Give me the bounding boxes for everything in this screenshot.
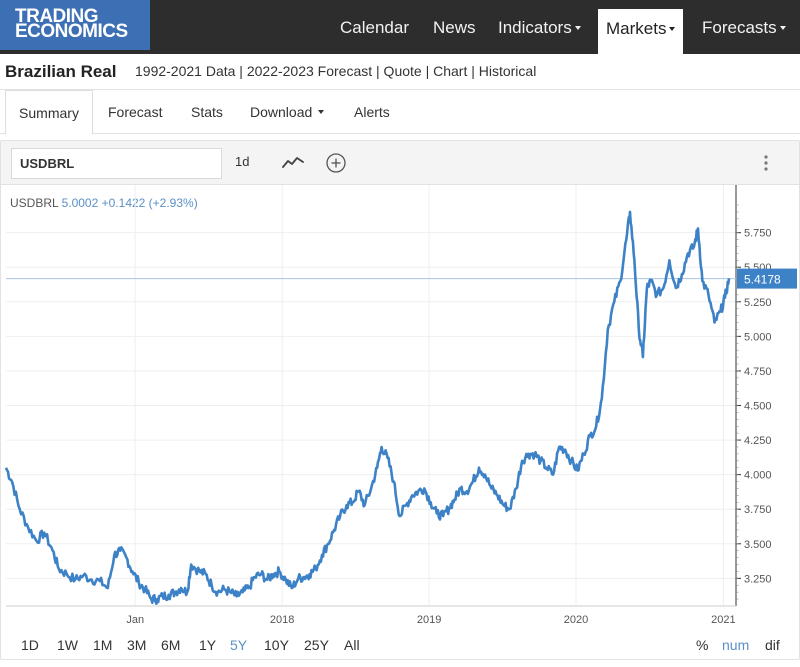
x-tick-label: 2019 [417, 614, 441, 626]
quote-readout: USDBRL 5.0002 +0.1422 (+2.93%) [10, 196, 198, 210]
range-1d[interactable]: 1D [21, 637, 39, 653]
mode-dif[interactable]: dif [765, 637, 780, 653]
range-all[interactable]: All [344, 637, 360, 653]
range-1w[interactable]: 1W [57, 637, 78, 653]
nav-item-news[interactable]: News [433, 0, 476, 54]
last-price-badge [737, 268, 797, 289]
quote-symbol: USDBRL [10, 196, 59, 210]
quote-change: +0.1422 (+2.93%) [101, 196, 198, 210]
tab-alerts[interactable]: Alerts [354, 90, 390, 134]
y-tick-label: 4.750 [744, 366, 772, 378]
nav-item-indicators[interactable]: Indicators [498, 0, 581, 54]
interval-button[interactable]: 1d [235, 154, 250, 169]
more-vertical-icon[interactable] [758, 153, 774, 173]
range-3m[interactable]: 3M [127, 637, 147, 653]
top-navigation: TRADING ECONOMICS Calendar News Indicato… [0, 0, 800, 54]
range-25y[interactable]: 25Y [304, 637, 329, 653]
range-10y[interactable]: 10Y [264, 637, 289, 653]
tab-summary[interactable]: Summary [5, 90, 93, 135]
logo-line-1: TRADING [15, 6, 99, 27]
series-line-usdbrl [4, 210, 731, 605]
tab-stats[interactable]: Stats [191, 90, 223, 134]
chevron-down-icon [669, 26, 676, 31]
price-chart[interactable]: 3.250 3.500 3.750 4.000 4.250 4.500 4.750 5.000… [1, 141, 799, 626]
x-tick-label: Jan [126, 614, 144, 626]
trading-economics-logo[interactable]: TRADING ECONOMICS [0, 0, 150, 50]
nav-item-calendar[interactable]: Calendar [340, 0, 409, 54]
nav-item-forecasts[interactable]: Forecasts [702, 0, 786, 54]
x-tick-label: 2018 [270, 614, 294, 626]
y-tick-label: 4.500 [744, 401, 772, 413]
chart-panel: USDBRL 1d USDBRL 5.0002 +0.1422 (+2.93%)… [0, 140, 800, 660]
tab-label-summary: Summary [19, 105, 79, 121]
y-tick-label: 3.250 [744, 573, 772, 585]
x-tick-label: 2020 [564, 614, 588, 626]
nav-label-markets: Markets [606, 19, 667, 38]
nav-label-forecasts: Forecasts [702, 18, 777, 37]
range-1y[interactable]: 1Y [199, 637, 217, 653]
y-tick-label: 5.000 [744, 331, 772, 343]
range-1m[interactable]: 1M [93, 637, 113, 653]
range-selector: 1D 1W 1M 3M 6M 1Y 5Y 10Y 25Y All % num d… [0, 637, 800, 657]
logo-line-2: ECONOMICS [15, 21, 128, 42]
tab-label-download: Download [250, 104, 313, 120]
chevron-down-icon [779, 25, 786, 30]
nav-label-news: News [433, 18, 476, 37]
range-5y[interactable]: 5Y [230, 637, 248, 653]
range-6m[interactable]: 6M [161, 637, 181, 653]
tab-download[interactable]: Download [250, 90, 325, 134]
page-title: Brazilian Real [5, 62, 117, 81]
line-chart-icon[interactable] [282, 154, 304, 170]
add-circle-icon[interactable] [325, 152, 347, 174]
y-tick-label: 5.750 [744, 228, 772, 240]
nav-item-markets[interactable]: Markets [598, 9, 684, 54]
page-links[interactable]: 1992-2021 Data | 2022-2023 Forecast | Qu… [135, 63, 537, 79]
chevron-down-icon [574, 25, 581, 30]
tab-label-forecast: Forecast [108, 104, 163, 120]
y-tick-label: 3.750 [744, 504, 772, 516]
chevron-down-icon [318, 110, 325, 115]
y-tick-label: 4.250 [744, 435, 772, 447]
chart-toolbar: USDBRL 1d [1, 141, 799, 185]
y-tick-label: 4.000 [744, 470, 772, 482]
x-tick-label: 2021 [711, 614, 735, 626]
page-header: Brazilian Real 1992-2021 Data | 2022-202… [0, 54, 800, 90]
nav-label-calendar: Calendar [340, 18, 409, 37]
y-tick-label: 5.250 [744, 297, 772, 309]
nav-label-indicators: Indicators [498, 18, 572, 37]
tab-forecast[interactable]: Forecast [108, 90, 162, 134]
quote-value: 5.0002 [61, 196, 99, 210]
tab-label-alerts: Alerts [354, 104, 390, 120]
mode-num[interactable]: num [722, 637, 750, 653]
tab-bar: Summary Forecast Stats Download Alerts [0, 90, 800, 135]
last-price-label: 5.4178 [744, 273, 781, 287]
tab-label-stats: Stats [191, 104, 223, 120]
y-tick-label: 3.500 [744, 539, 772, 551]
symbol-input[interactable]: USDBRL [11, 148, 222, 179]
mode-percent[interactable]: % [696, 637, 709, 653]
